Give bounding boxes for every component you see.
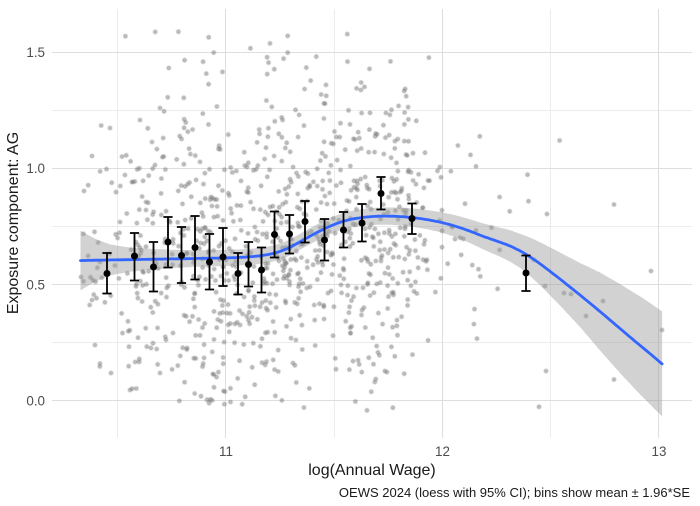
svg-text:OEWS 2024 (loess with 95% CI);: OEWS 2024 (loess with 95% CI); bins show… [339, 485, 690, 500]
svg-text:log(Annual Wage): log(Annual Wage) [308, 462, 435, 479]
svg-text:13: 13 [652, 444, 667, 459]
svg-text:0.0: 0.0 [26, 394, 45, 409]
svg-text:1.0: 1.0 [26, 161, 45, 176]
svg-text:11: 11 [219, 444, 233, 459]
svg-text:1.5: 1.5 [26, 45, 45, 60]
svg-text:Exposure component: AG: Exposure component: AG [5, 132, 22, 314]
svg-text:0.5: 0.5 [26, 277, 45, 292]
svg-text:12: 12 [435, 444, 450, 459]
